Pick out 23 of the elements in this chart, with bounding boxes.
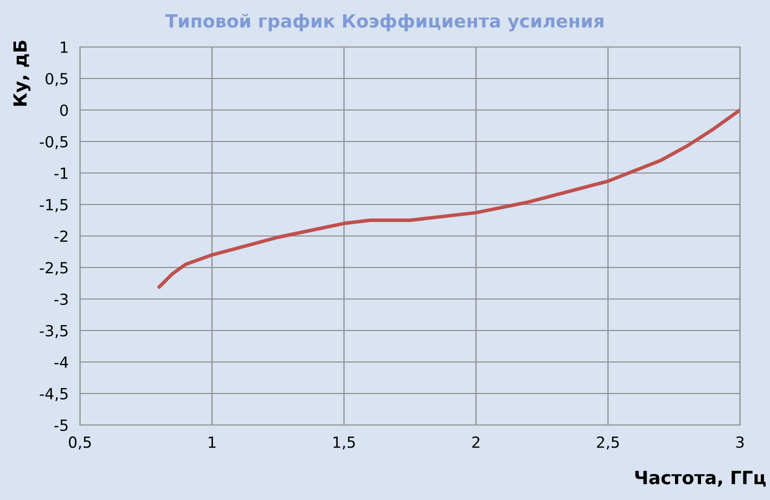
- line-series: [157, 108, 740, 289]
- x-tick-label: 1: [208, 436, 216, 448]
- y-tick-label: -1: [54, 168, 68, 179]
- x-tick-label: 1,5: [334, 436, 355, 450]
- x-tick-label: 3: [736, 436, 744, 448]
- y-tick-label: -4: [54, 356, 68, 368]
- y-tick-label: 0: [60, 104, 68, 116]
- chart-title: Типовой график Коэффициента усиления: [165, 14, 604, 32]
- y-tick-label: -2: [54, 230, 68, 242]
- x-tick-label: 0,5: [68, 436, 91, 450]
- y-tick-label: -5: [54, 420, 68, 432]
- y-tick-label: 1: [60, 42, 68, 53]
- x-tick-label: 2: [472, 436, 480, 448]
- y-tick-label: -3: [54, 293, 68, 306]
- y-tick-label: -0,5: [40, 136, 68, 150]
- y-tick-label: 0,5: [46, 72, 68, 86]
- y-tick-label: -1,5: [40, 199, 68, 212]
- y-tick-label: -3,5: [40, 324, 68, 338]
- y-tick-label: -4,5: [40, 388, 68, 402]
- x-tick-label: 2,5: [596, 436, 619, 450]
- y-tick-label: -2,5: [40, 262, 68, 276]
- y-axis-title: Ку, дБ: [13, 40, 30, 106]
- x-axis-title: Частота, ГГц: [635, 470, 766, 487]
